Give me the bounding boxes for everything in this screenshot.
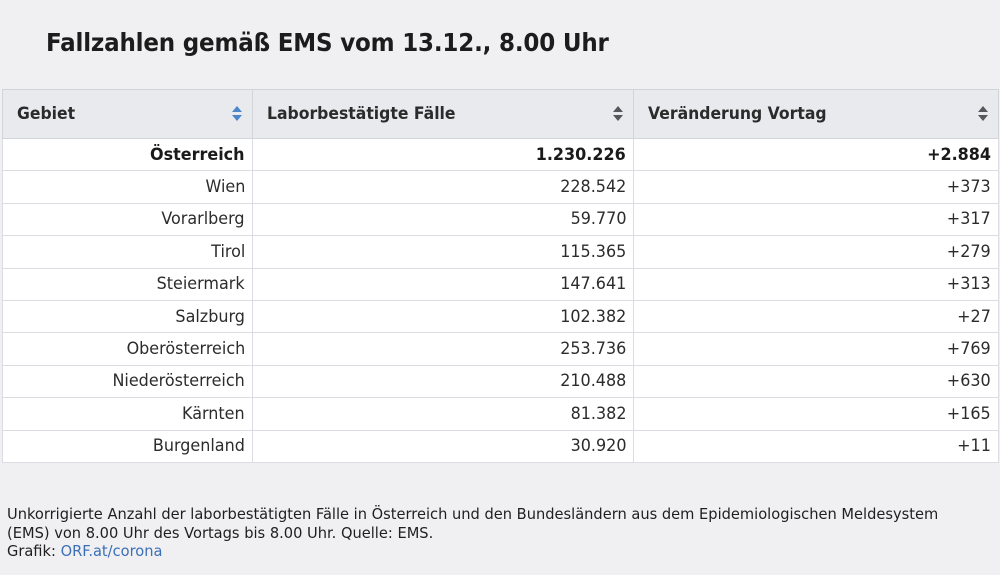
cell-cases: 1.230.226 — [252, 137, 634, 172]
sort-arrows-icon[interactable] — [977, 105, 989, 123]
page-title: Fallzahlen gemäß EMS vom 13.12., 8.00 Uh… — [46, 28, 609, 57]
cell-region: Steiermark — [2, 267, 253, 301]
cell-cases: 81.382 — [252, 397, 634, 431]
cell-change: +11 — [633, 429, 999, 463]
cell-change: +373 — [633, 170, 999, 204]
cell-cases: 228.542 — [252, 170, 634, 204]
cell-change: +27 — [633, 299, 999, 334]
cell-region: Salzburg — [2, 299, 253, 334]
sort-arrows-icon[interactable] — [612, 105, 624, 123]
cell-cases: 115.365 — [252, 235, 634, 269]
cell-region: Niederösterreich — [2, 364, 253, 399]
cases-table: Gebiet Laborbestätigte Fälle Veränderung… — [2, 89, 999, 463]
table-row: Wien 228.542 +373 — [2, 170, 999, 204]
credit-link[interactable]: ORF.at/corona — [60, 542, 163, 560]
cell-cases: 253.736 — [252, 332, 634, 366]
cell-region: Wien — [2, 170, 253, 204]
table-row: Vorarlberg 59.770 +317 — [2, 202, 999, 237]
cell-region: Österreich — [2, 137, 253, 172]
table-row-total: Österreich 1.230.226 +2.884 — [2, 137, 999, 172]
cell-cases: 30.920 — [252, 429, 634, 463]
cell-region: Oberösterreich — [2, 332, 253, 366]
column-header-label: Gebiet — [17, 104, 76, 124]
table-row: Steiermark 147.641 +313 — [2, 267, 999, 301]
cell-change: +769 — [633, 332, 999, 366]
column-header-label: Veränderung Vortag — [648, 104, 827, 124]
cell-cases: 210.488 — [252, 364, 634, 399]
cell-cases: 147.641 — [252, 267, 634, 301]
cell-region: Burgenland — [2, 429, 253, 463]
sort-arrows-icon[interactable] — [231, 105, 243, 123]
cell-cases: 102.382 — [252, 299, 634, 334]
credit-prefix: Grafik: — [7, 542, 61, 560]
footnote-description: Unkorrigierte Anzahl der laborbestätigte… — [7, 505, 939, 542]
column-header-gebiet[interactable]: Gebiet — [2, 89, 253, 139]
cell-change: +165 — [633, 397, 999, 431]
column-header-cases[interactable]: Laborbestätigte Fälle — [252, 89, 634, 139]
footnote: Unkorrigierte Anzahl der laborbestätigte… — [7, 505, 963, 561]
cell-change: +279 — [633, 235, 999, 269]
cell-change: +2.884 — [633, 137, 999, 172]
table-row: Niederösterreich 210.488 +630 — [2, 364, 999, 399]
table-row: Kärnten 81.382 +165 — [2, 397, 999, 431]
cell-change: +313 — [633, 267, 999, 301]
cell-cases: 59.770 — [252, 202, 634, 237]
column-header-change[interactable]: Veränderung Vortag — [633, 89, 999, 139]
table-header-row: Gebiet Laborbestätigte Fälle Veränderung… — [2, 89, 999, 139]
table-row: Tirol 115.365 +279 — [2, 235, 999, 269]
cell-region: Kärnten — [2, 397, 253, 431]
column-header-label: Laborbestätigte Fälle — [267, 104, 456, 124]
cell-region: Tirol — [2, 235, 253, 269]
table-row: Salzburg 102.382 +27 — [2, 299, 999, 334]
table-row: Oberösterreich 253.736 +769 — [2, 332, 999, 366]
table-row: Burgenland 30.920 +11 — [2, 429, 999, 463]
cell-change: +630 — [633, 364, 999, 399]
cell-change: +317 — [633, 202, 999, 237]
cell-region: Vorarlberg — [2, 202, 253, 237]
